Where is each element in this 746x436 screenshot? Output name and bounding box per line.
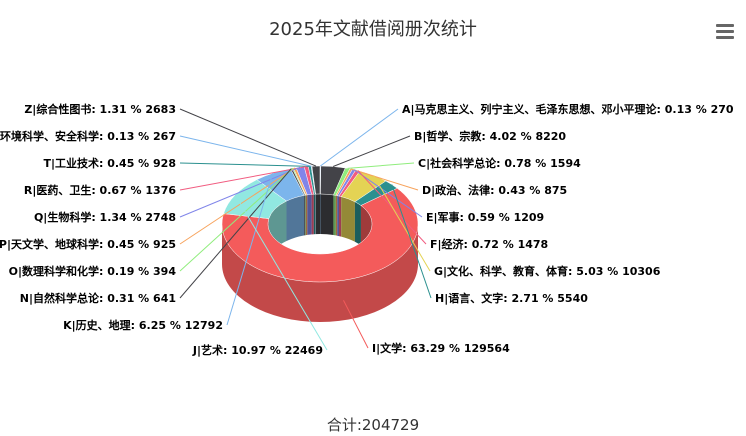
slice-label-F: F|经济: 0.72 % 1478 [430, 237, 548, 251]
slice-label-E: E|军事: 0.59 % 1209 [426, 210, 544, 224]
slice-label-Q: Q|生物科学: 1.34 % 2748 [34, 210, 176, 224]
slice-inner-C [333, 195, 336, 236]
label-connector-Z [179, 108, 317, 167]
slice-wall-I[interactable] [222, 224, 418, 322]
slice-inner-Q [307, 194, 312, 235]
label-connector-D [351, 168, 419, 191]
slice-inner-F [339, 196, 342, 237]
slice-label-C: C|社会科学总论: 0.78 % 1594 [418, 156, 581, 170]
donut-top-faces [221, 165, 419, 283]
label-connector-X [179, 135, 312, 167]
slice-label-P: P|天文学、地球科学: 0.45 % 925 [0, 237, 176, 251]
slice-inner-B [320, 194, 334, 236]
slice-inner-P [305, 194, 308, 236]
slice-inner-N [304, 195, 306, 236]
label-connector-J [234, 194, 328, 351]
slice-label-R: R|医药、卫生: 0.67 % 1376 [24, 183, 176, 197]
slice-inner-T [313, 194, 316, 235]
slice-label-T: T|工业技术: 0.45 % 928 [43, 156, 176, 170]
label-connector-I [343, 300, 369, 349]
slice-label-K: K|历史、地理: 6.25 % 12792 [63, 318, 223, 332]
label-connector-C [347, 162, 415, 169]
hamburger-menu-icon[interactable] [716, 24, 734, 40]
label-connector-E [353, 169, 423, 218]
label-connector-R [179, 166, 307, 191]
slice-label-D: D|政治、法律: 0.43 % 875 [422, 183, 567, 197]
slice-inner-E [337, 195, 340, 237]
label-connector-B [332, 135, 411, 167]
slice-inner-H [354, 201, 361, 246]
donut-inner-walls [268, 194, 372, 264]
chart-title: 2025年文献借阅册次统计 [269, 19, 477, 40]
slice-label-B: B|哲学、宗教: 4.02 % 8220 [414, 129, 566, 143]
label-connector-P [179, 167, 296, 245]
slice-label-J: J|艺术: 10.97 % 22469 [192, 343, 323, 357]
slice-label-H: H|语言、文字: 2.71 % 5540 [435, 291, 588, 305]
label-connector-H [391, 184, 432, 299]
label-connector-N [179, 168, 292, 299]
slice-label-Z: Z|综合性图书: 1.31 % 2683 [24, 102, 176, 116]
slice-inner-G [341, 196, 355, 242]
slice-label-O: O|数理科学和化学: 0.19 % 394 [9, 264, 177, 278]
donut-outer-walls [222, 224, 418, 322]
slice-Z[interactable] [311, 165, 321, 195]
slice-inner-D [335, 195, 338, 236]
slice-inner-K [286, 195, 305, 242]
label-connector-T [179, 162, 310, 167]
slice-inner-R [311, 194, 314, 235]
label-connector-G [373, 175, 431, 272]
label-connector-K [226, 173, 274, 326]
label-connector-A [320, 108, 399, 167]
slice-inner-O [305, 195, 306, 236]
slice-label-X: X|环境科学、安全科学: 0.13 % 267 [0, 129, 176, 143]
slice-label-I: I|文学: 63.29 % 129564 [372, 341, 510, 355]
slice-label-A: A|马克思主义、列宁主义、毛泽东思想、邓小平理论: 0.13 % 270 [402, 102, 734, 116]
label-connector-Q [179, 166, 301, 218]
label-connector-O [179, 167, 294, 272]
slice-label-G: G|文化、科学、教育、体育: 5.03 % 10306 [434, 264, 661, 278]
slice-labels: A|马克思主义、列宁主义、毛泽东思想、邓小平理论: 0.13 % 270 B|哲学… [0, 102, 734, 357]
chart-total: 合计:204729 [326, 416, 420, 434]
slice-inner-Z [315, 194, 320, 235]
slice-label-N: N|自然科学总论: 0.31 % 641 [20, 291, 176, 305]
slice-I[interactable] [221, 187, 419, 283]
